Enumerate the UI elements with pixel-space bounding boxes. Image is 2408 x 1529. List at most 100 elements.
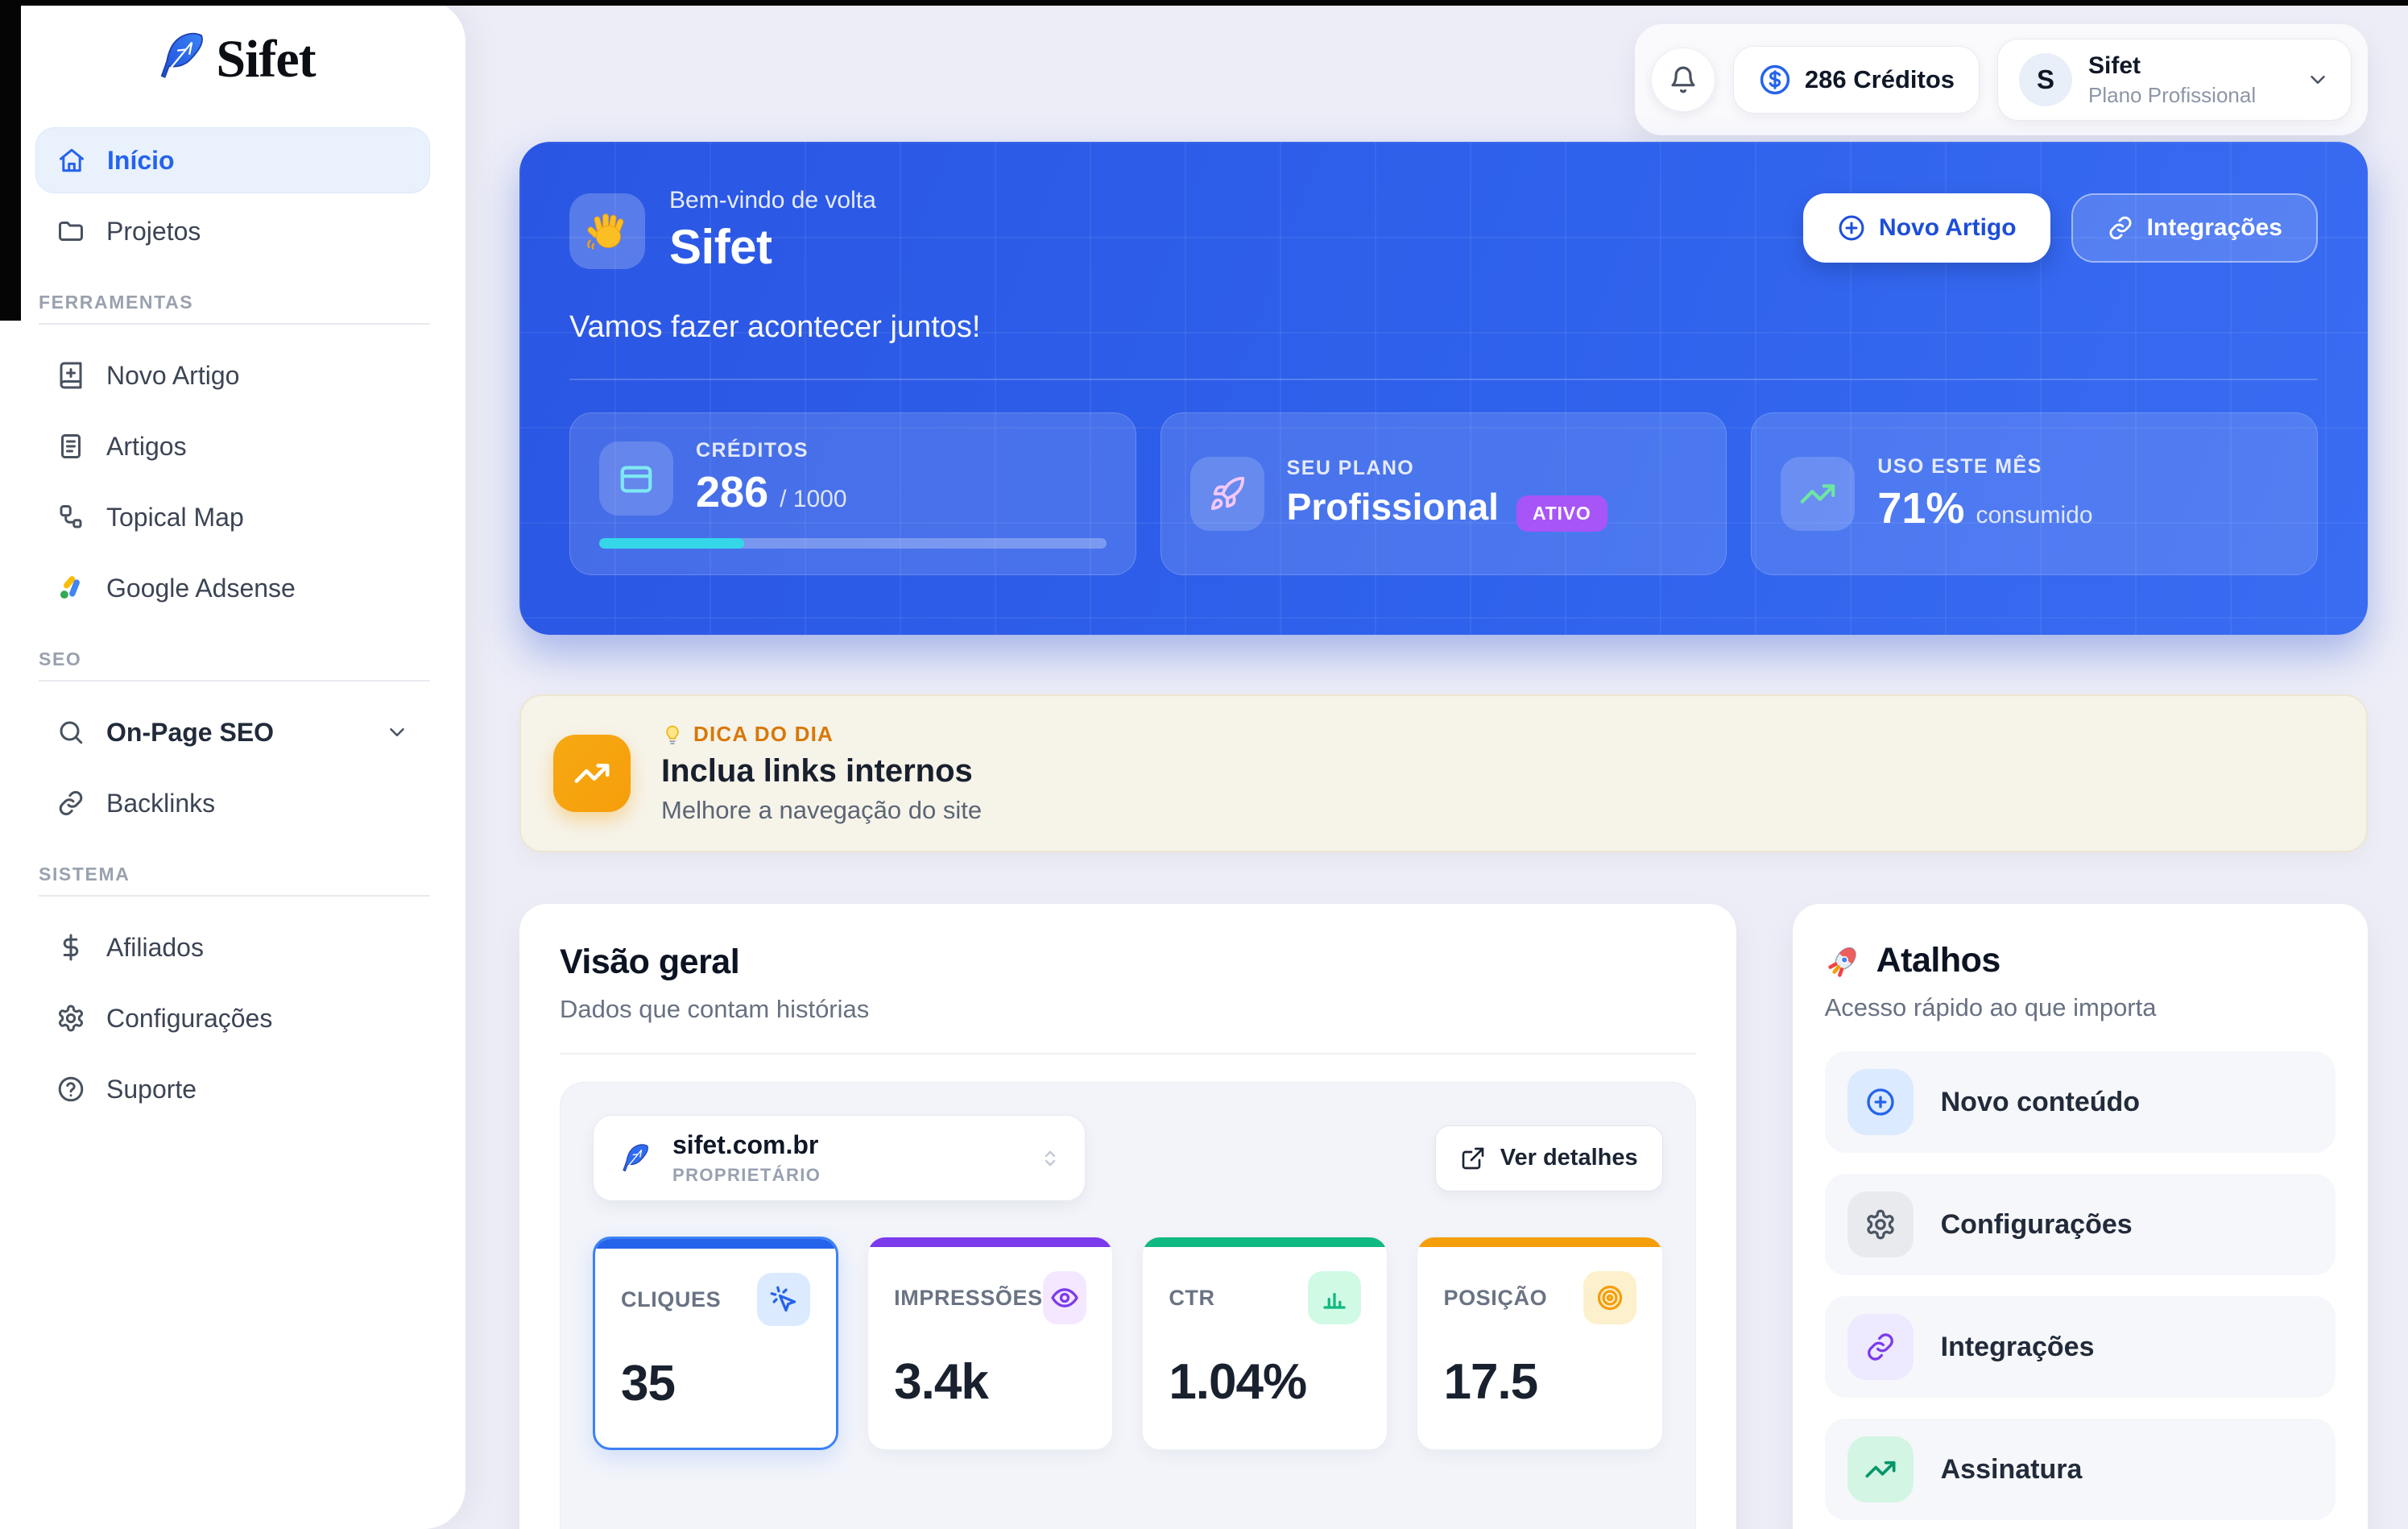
shortcut-configuracoes[interactable]: Configurações [1824, 1174, 2336, 1275]
trending-up-icon [574, 764, 610, 783]
shortcut-integracoes[interactable]: Integrações [1824, 1296, 2336, 1398]
avatar: S [2019, 53, 2072, 106]
shortcut-label: Assinatura [1940, 1453, 2083, 1485]
sidebar-item-topical-map[interactable]: Topical Map [35, 484, 430, 550]
metric-card-ctr[interactable]: CTR 1.04% [1142, 1237, 1388, 1450]
account-meta: Sifet Plano Profissional [2088, 52, 2290, 108]
shortcut-novo-conteudo[interactable]: Novo conteúdo [1824, 1051, 2336, 1153]
header-pill: 286 Créditos S Sifet Plano Profissional [1634, 24, 2368, 135]
integrations-button[interactable]: Integrações [2071, 193, 2318, 263]
plus-circle-icon [1847, 1069, 1914, 1135]
metric-card-posicao[interactable]: POSIÇÃO 17.5 [1417, 1237, 1663, 1450]
welcome-eyebrow: Bem-vindo de volta [669, 187, 876, 213]
new-article-button[interactable]: Novo Artigo [1803, 193, 2050, 263]
account-name: Sifet [2088, 52, 2141, 79]
gear-icon [1847, 1191, 1914, 1258]
gear-icon [59, 1005, 83, 1032]
domain-selector[interactable]: sifet.com.br PROPRIETÁRIO [593, 1115, 1086, 1201]
sidebar-item-on-page-seo[interactable]: On-Page SEO [35, 699, 430, 765]
link-icon [59, 790, 83, 816]
metric-label: IMPRESSÕES [894, 1285, 1043, 1310]
sidebar-item-projetos[interactable]: Projetos [35, 198, 430, 264]
overview-title: Visão geral [560, 943, 740, 981]
credits-chip[interactable]: 286 Créditos [1732, 46, 1980, 114]
stat-label: SEU PLANO [1286, 456, 1415, 479]
metric-value: 17.5 [1443, 1354, 1538, 1410]
welcome-block: Bem-vindo de volta Sifet [569, 187, 876, 275]
sidebar-item-label: Afiliados [106, 932, 204, 962]
overview-divider [560, 1053, 1696, 1055]
stat-value: Profissional [1286, 485, 1499, 528]
stat-label: CRÉDITOS [696, 439, 809, 462]
lightbulb-icon [666, 725, 679, 744]
notifications-button[interactable] [1650, 48, 1715, 112]
sidebar-item-artigos[interactable]: Artigos [35, 413, 430, 479]
document-icon [61, 434, 81, 458]
sidebar-item-backlinks[interactable]: Backlinks [35, 770, 430, 836]
trending-up-icon [1801, 484, 1835, 503]
stat-card-plano: SEU PLANO Profissional ATIVO [1160, 412, 1727, 575]
sidebar-item-label: Projetos [106, 216, 201, 246]
overview-subtitle: Dados que contam histórias [560, 995, 870, 1023]
trending-up-icon-chip [1781, 457, 1856, 531]
shortcuts-list: Novo conteúdo Configurações [1824, 1051, 2336, 1520]
domain-name: sifet.com.br [672, 1130, 819, 1159]
sidebar-item-configuracoes[interactable]: Configurações [35, 985, 430, 1051]
stat-total: / 1000 [780, 486, 847, 512]
stat-card-creditos: CRÉDITOS 286 / 1000 [569, 412, 1136, 575]
wave-icon-chip [569, 193, 645, 269]
metric-value: 35 [621, 1356, 676, 1411]
sidebar-item-novo-artigo[interactable]: Novo Artigo [35, 342, 430, 408]
logo-text: Sifet [216, 30, 316, 89]
feather-domain-icon [623, 1143, 648, 1171]
credit-dollar-icon [1760, 64, 1790, 95]
sidebar-item-label: On-Page SEO [106, 717, 275, 747]
stat-suffix: consumido [1976, 501, 2093, 528]
credits-progress-track [599, 538, 1107, 549]
chevron-down-icon[interactable] [385, 720, 409, 744]
welcome-banner: Bem-vindo de volta Sifet Novo Artigo [519, 142, 2368, 635]
google-adsense-icon [60, 576, 80, 599]
sidebar-item-afiliados[interactable]: Afiliados [35, 914, 430, 980]
rocket-emoji-icon [1827, 947, 1856, 977]
stat-value: 286 [696, 468, 769, 516]
shortcuts-card: Atalhos Acesso rápido ao que importa Nov… [1792, 904, 2368, 1529]
metric-card-impressoes[interactable]: IMPRESSÕES 3.4k [867, 1237, 1114, 1450]
metric-label: CLIQUES [621, 1287, 722, 1311]
domain-role: PROPRIETÁRIO [672, 1165, 821, 1185]
folder-icon [59, 222, 83, 241]
external-link-icon [1462, 1147, 1484, 1169]
stat-label: USO ESTE MÊS [1877, 454, 2042, 478]
view-details-button[interactable]: Ver detalhes [1434, 1125, 1663, 1191]
link-icon [2109, 216, 2132, 240]
dollar-icon [63, 934, 79, 961]
banner-actions: Novo Artigo Integrações [1803, 193, 2318, 263]
tip-icon-chip [553, 735, 631, 812]
shortcuts-subtitle: Acesso rápido ao que importa [1824, 993, 2157, 1021]
metric-value: 1.04% [1169, 1354, 1307, 1410]
waving-hand-icon [587, 213, 624, 249]
sidebar-item-inicio[interactable]: Início [35, 127, 430, 193]
shortcut-label: Integrações [1940, 1331, 2095, 1362]
feather-logo-icon [161, 32, 204, 78]
tip-title: Inclua links internos [661, 753, 973, 789]
sidebar-item-label: Topical Map [106, 502, 244, 532]
credits-progress-fill [599, 538, 745, 549]
banner-divider [569, 379, 2318, 380]
sidebar-section-sistema: SISTEMA [39, 864, 430, 897]
logo: Sifet [35, 29, 430, 90]
shortcut-assinatura[interactable]: Assinatura [1824, 1419, 2336, 1520]
metric-value: 3.4k [894, 1354, 989, 1410]
sidebar-item-google-adsense[interactable]: Google Adsense [35, 555, 430, 621]
target-icon [1583, 1271, 1636, 1324]
sort-chevrons-icon [1045, 1150, 1056, 1166]
chevron-down-icon [2311, 76, 2325, 84]
sidebar-item-suporte[interactable]: Suporte [35, 1056, 430, 1122]
shortcut-label: Novo conteúdo [1940, 1086, 2141, 1117]
account-chip[interactable]: S Sifet Plano Profissional [1997, 39, 2352, 121]
top-header: 286 Créditos S Sifet Plano Profissional [519, 24, 2368, 135]
metric-card-cliques[interactable]: CLIQUES 35 [593, 1237, 839, 1450]
tip-banner: DICA DO DIA Inclua links internos Melhor… [519, 694, 2368, 852]
sidebar-item-label: Artigos [106, 431, 187, 461]
